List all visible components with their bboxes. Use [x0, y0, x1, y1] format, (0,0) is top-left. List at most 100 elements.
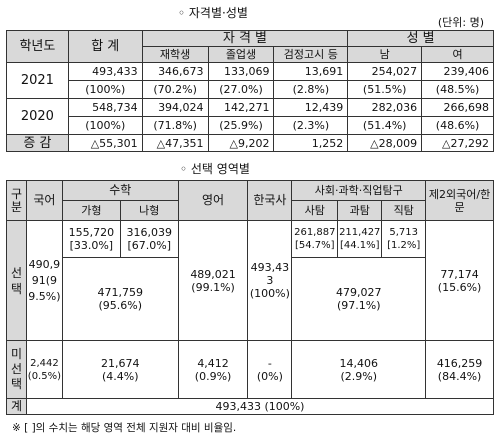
- qualification-gender-table: 학년도 합 계 자 격 별 성 별 재학생 졸업생 검정고시 등 남 여 202…: [6, 30, 494, 152]
- exploration-total-value: 479,027: [335, 286, 382, 299]
- cell-value: 133,069: [207, 62, 275, 81]
- cell-english-selected: 489,021 (99.1%): [177, 220, 249, 341]
- cell-value: 548,734: [67, 98, 143, 117]
- exploration-unselected-value: 14,406: [339, 356, 378, 370]
- header-exploration: 사회·과학·직업탐구: [291, 180, 427, 201]
- exploration-total-percent: (97.1%): [336, 299, 381, 312]
- language-value: 77,174: [440, 267, 479, 281]
- cell-value: 346,673: [141, 62, 209, 81]
- korean-unselected-value: 2,442: [30, 357, 59, 369]
- table2-title: ◦ 선택 영역별: [180, 162, 250, 176]
- subject-selection-table: 구분 국어 수학 영어 한국사 사회·과학·직업탐구 제2외국어/한문 가형 나…: [6, 180, 495, 415]
- header-job: 직탐: [381, 200, 427, 221]
- cell-exploration-unselected: 14,406 (2.9%): [291, 340, 427, 399]
- job-value: 5,713: [389, 227, 418, 238]
- cell-history-selected: 493,433 (100%): [247, 220, 293, 341]
- header-enrolled: 재학생: [141, 46, 209, 63]
- row-year-2020: 2020: [6, 98, 69, 135]
- header-math: 수학: [61, 180, 179, 201]
- history-unselected-value: -: [267, 356, 272, 370]
- history-unselected-percent: (0%): [256, 369, 283, 383]
- header-korean: 국어: [25, 180, 63, 221]
- english-unselected-value: 4,412: [197, 356, 229, 370]
- header-gender: 성 별: [347, 30, 494, 47]
- cell-value: 12,439: [273, 98, 349, 117]
- cell-value: 266,698: [421, 98, 494, 117]
- cell-science: 211,427 [44.1%]: [337, 220, 383, 258]
- cell-history-unselected: - (0%): [247, 340, 293, 399]
- cell-percent: (25.9%): [207, 116, 275, 135]
- row-total-label: 계: [6, 398, 27, 415]
- math-a-value: 155,720: [68, 226, 115, 239]
- header-second-language: 제2외국어/한문: [425, 180, 494, 221]
- math-b-percent: [67.0%]: [127, 239, 171, 252]
- english-value: 489,021: [190, 267, 236, 281]
- cell-job: 5,713 [1.2%]: [381, 220, 427, 258]
- cell-value: 493,433: [67, 62, 143, 81]
- footnote: ※ [ ]의 수치는 해당 영역 전체 지원자 대비 비율임.: [12, 422, 237, 434]
- cell-diff: △27,292: [421, 134, 494, 152]
- header-social: 사탐: [291, 200, 339, 221]
- math-unselected-value: 21,674: [101, 356, 140, 370]
- math-unselected-percent: (4.4%): [102, 369, 139, 383]
- cell-value: 282,036: [347, 98, 423, 117]
- cell-percent: (51.5%): [347, 80, 423, 99]
- row-diff-label: 증 감: [6, 134, 69, 152]
- language-unselected-value: 416,259: [436, 356, 483, 370]
- cell-diff: △47,351: [141, 134, 209, 152]
- history-percent: (100%): [249, 287, 290, 300]
- cell-math-a: 155,720 [33.0%]: [61, 220, 121, 258]
- math-total-value: 471,759: [97, 286, 144, 299]
- science-value: 211,427: [339, 227, 381, 238]
- row-unselected-label: 미선택: [6, 340, 27, 399]
- cell-value: 142,271: [207, 98, 275, 117]
- cell-percent: (71.8%): [141, 116, 209, 135]
- header-year: 학년도: [6, 30, 69, 63]
- cell-language-selected: 77,174 (15.6%): [425, 220, 494, 341]
- cell-percent: (48.5%): [421, 80, 494, 99]
- row-selected-label: 선택: [6, 220, 27, 341]
- cell-math-unselected: 21,674 (4.4%): [61, 340, 179, 399]
- math-b-value: 316,039: [126, 226, 172, 239]
- cell-social: 261,887 [54.7%]: [291, 220, 339, 258]
- header-english: 영어: [177, 180, 249, 221]
- cell-value: 394,024: [141, 98, 209, 117]
- row-year-2021: 2021: [6, 62, 69, 99]
- cell-value: 239,406: [421, 62, 494, 81]
- header-history: 한국사: [247, 180, 293, 221]
- cell-percent: (2.3%): [273, 116, 349, 135]
- cell-value: 13,691: [273, 62, 349, 81]
- language-percent: (15.6%): [437, 280, 482, 294]
- job-percent: [1.2%]: [387, 240, 421, 251]
- english-percent: (99.1%): [191, 280, 235, 294]
- cell-diff: △28,009: [347, 134, 423, 152]
- exploration-unselected-percent: (2.9%): [340, 369, 377, 383]
- cell-english-unselected: 4,412 (0.9%): [177, 340, 249, 399]
- cell-korean-selected: 490,991(99.5%): [25, 220, 63, 341]
- cell-grand-total: 493,433 (100%): [25, 398, 495, 415]
- cell-percent: (48.6%): [421, 116, 494, 135]
- table1-title: ◦ 자격별·성별: [178, 6, 248, 20]
- cell-diff: 1,252: [273, 134, 349, 152]
- header-male: 남: [347, 46, 423, 63]
- math-a-percent: [33.0%]: [69, 239, 114, 252]
- cell-value: 254,027: [347, 62, 423, 81]
- header-science: 과탐: [337, 200, 383, 221]
- social-percent: [54.7%]: [294, 240, 335, 251]
- korean-unselected-percent: (0.5%): [27, 370, 62, 382]
- cell-percent: (2.8%): [273, 80, 349, 99]
- cell-percent: (100%): [67, 116, 143, 135]
- math-total-percent: (95.6%): [98, 299, 143, 312]
- cell-diff: △55,301: [67, 134, 143, 152]
- cell-percent: (27.0%): [207, 80, 275, 99]
- history-value: 493,433: [250, 261, 290, 287]
- header-female: 여: [421, 46, 494, 63]
- cell-language-unselected: 416,259 (84.4%): [425, 340, 494, 399]
- english-unselected-percent: (0.9%): [194, 369, 232, 383]
- cell-exploration-total: 479,027 (97.1%): [291, 257, 427, 341]
- unit-label: (단위: 명): [437, 16, 484, 29]
- header-total: 합 계: [67, 30, 143, 63]
- header-qualification: 자 격 별: [141, 30, 349, 47]
- social-value: 261,887: [294, 227, 336, 238]
- science-percent: [44.1%]: [339, 240, 380, 251]
